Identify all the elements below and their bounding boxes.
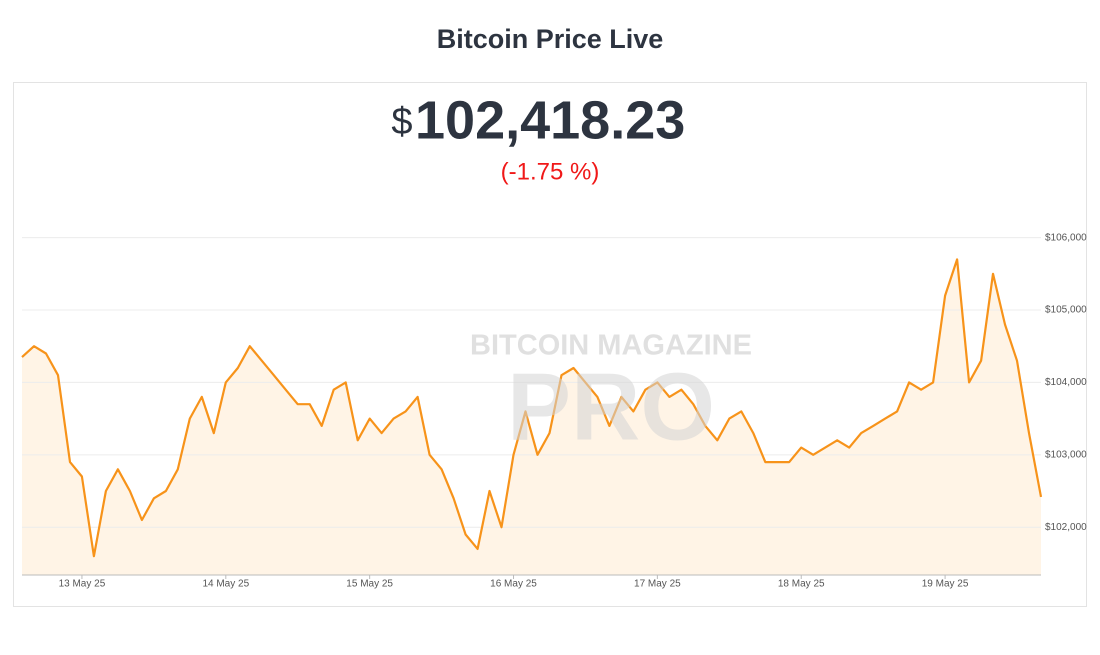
plot-area: $102,000 $103,000 $104,000 $105,000 $106,000… <box>21 232 1087 590</box>
x-tick-label: 14 May 25 <box>202 579 249 590</box>
x-tick-label: 13 May 25 <box>59 579 106 590</box>
y-tick-label: $102,000 <box>1045 522 1087 533</box>
x-tick-label: 19 May 25 <box>922 579 969 590</box>
y-tick-label: $104,000 <box>1045 377 1087 388</box>
price: 102,418.23 <box>415 90 685 150</box>
currency-symbol: $ <box>391 101 412 143</box>
y-tick-label: $105,000 <box>1045 305 1087 316</box>
y-tick-label: $106,000 <box>1045 232 1087 243</box>
x-tick-label: 18 May 25 <box>778 579 825 590</box>
price-change: (-1.75 %) <box>501 158 600 185</box>
y-tick-label: $103,000 <box>1045 449 1087 460</box>
x-tick-label: 17 May 25 <box>634 579 681 590</box>
x-tick-label: 15 May 25 <box>346 579 393 590</box>
area <box>22 259 1041 575</box>
price-line <box>21 258 1043 558</box>
x-tick-label: 16 May 25 <box>490 579 537 590</box>
watermark-top: BITCOIN MAGAZINE <box>470 330 752 362</box>
watermark-main: PRO <box>507 353 715 460</box>
chart-title: Bitcoin Price Live <box>437 24 664 54</box>
